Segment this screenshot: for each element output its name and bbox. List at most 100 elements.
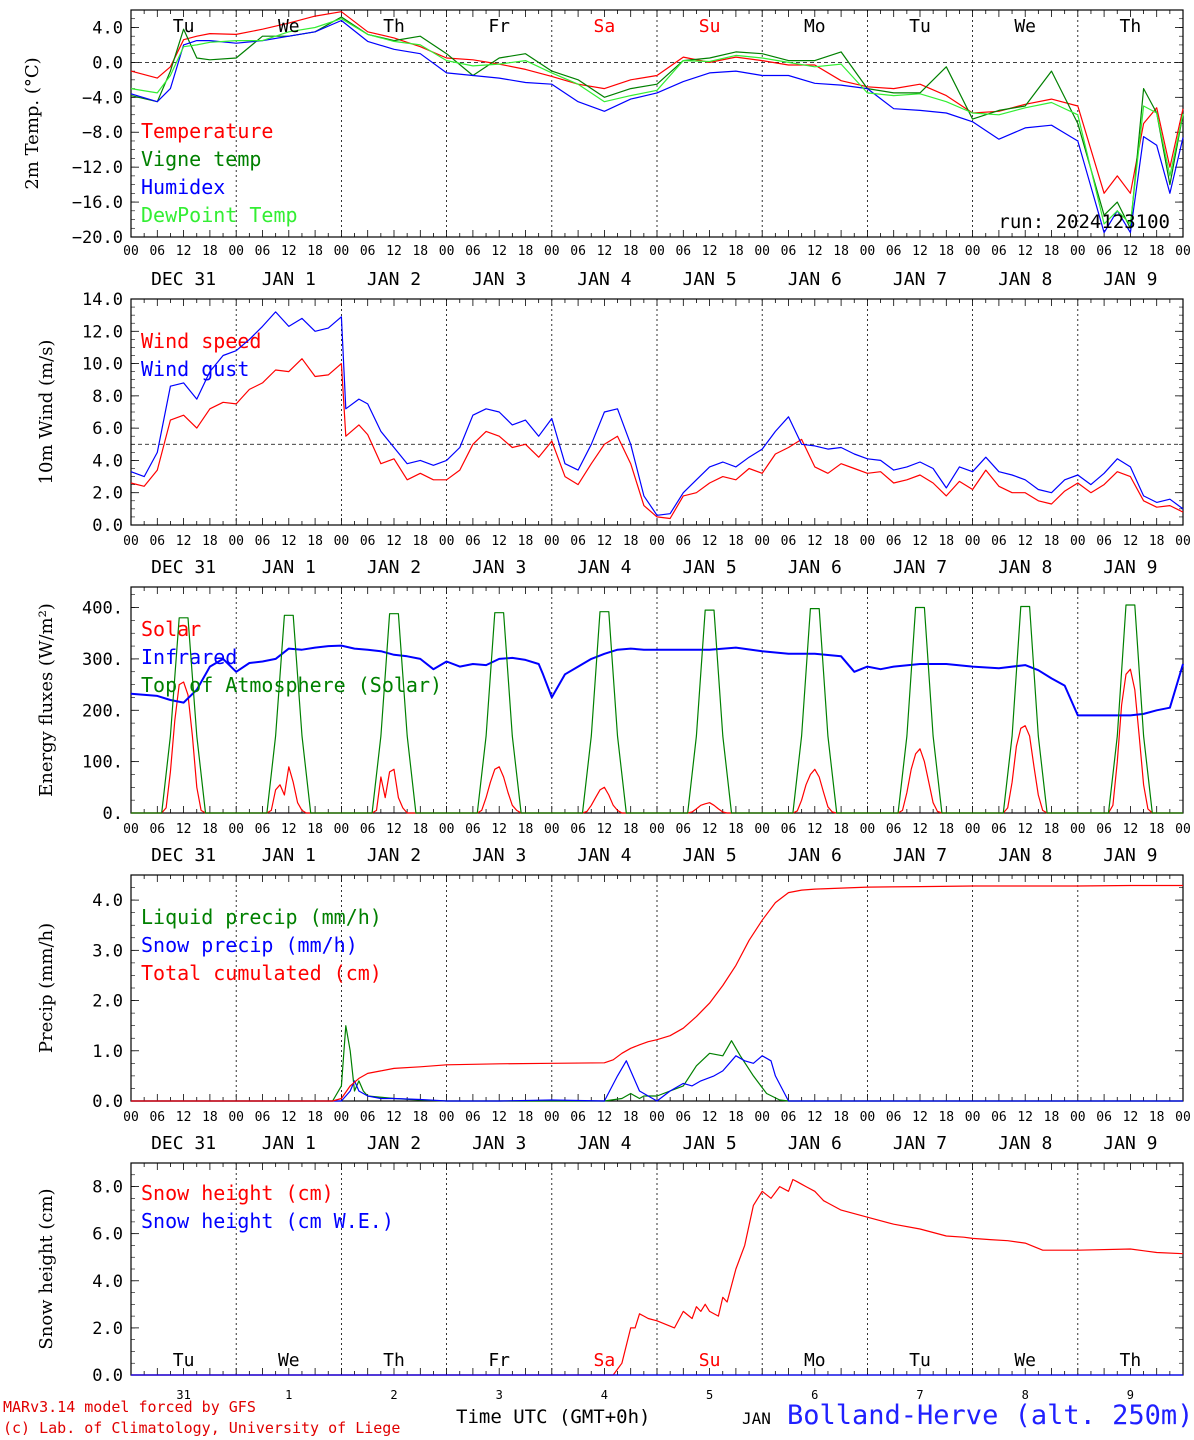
date-label: JAN 9 bbox=[1103, 557, 1157, 578]
weekday-label: Fr bbox=[488, 16, 510, 37]
hour-label: 06 bbox=[675, 244, 691, 259]
hour-label: 18 bbox=[412, 534, 428, 549]
legend-entry: Wind speed bbox=[141, 329, 261, 353]
panel-2: 14.0 12.0 10.0 8.0 6.0 4.0 2.0 0.0 10m Wind (m/s… bbox=[36, 290, 1191, 578]
hour-label: 12 bbox=[1017, 822, 1033, 837]
x-axis-title: Time UTC (GMT+0h) bbox=[456, 1406, 651, 1428]
date-label: JAN 1 bbox=[262, 269, 316, 290]
hour-label: 18 bbox=[518, 822, 534, 837]
station-label: Bolland-Herve (alt. 250m) bbox=[787, 1400, 1194, 1431]
weekday-label: We bbox=[278, 1350, 300, 1371]
hour-label: 06 bbox=[675, 822, 691, 837]
day-number-label: 1 bbox=[285, 1388, 292, 1402]
date-label: JAN 2 bbox=[367, 1133, 421, 1154]
hour-label: 00 bbox=[334, 822, 350, 837]
hour-label: 00 bbox=[1175, 1110, 1191, 1125]
hour-label: 12 bbox=[176, 1110, 192, 1125]
legend-entry: Wind gust bbox=[141, 357, 249, 381]
hour-label: 06 bbox=[255, 244, 271, 259]
hour-label: 18 bbox=[728, 822, 744, 837]
y-tick-label: 4.0 bbox=[92, 451, 123, 471]
hour-label: 00 bbox=[123, 822, 139, 837]
hour-label: 00 bbox=[649, 244, 665, 259]
y-tick-label: 0. bbox=[103, 804, 123, 824]
hour-label: 00 bbox=[439, 534, 455, 549]
date-label: DEC 31 bbox=[151, 269, 216, 290]
y-tick-label: 6.0 bbox=[92, 419, 123, 439]
date-label: JAN 4 bbox=[577, 557, 631, 578]
hour-label: 18 bbox=[518, 534, 534, 549]
hour-label: 18 bbox=[1149, 822, 1165, 837]
hour-label: 06 bbox=[360, 822, 376, 837]
hour-label: 18 bbox=[728, 1110, 744, 1125]
hour-label: 12 bbox=[386, 534, 402, 549]
hour-label: 06 bbox=[886, 534, 902, 549]
y-axis-title: Energy fluxes (W/m²) bbox=[36, 603, 57, 797]
weekday-label: Th bbox=[1120, 16, 1142, 37]
y-tick-label: 3.0 bbox=[92, 941, 123, 961]
plot-frame bbox=[130, 298, 1184, 526]
series-line-dewpoint-temp bbox=[130, 18, 1184, 225]
hour-label: 06 bbox=[149, 1110, 165, 1125]
hour-label: 00 bbox=[965, 822, 981, 837]
hour-label: 06 bbox=[570, 534, 586, 549]
y-tick-label: 0.0 bbox=[92, 53, 123, 73]
hour-label: 06 bbox=[570, 1110, 586, 1125]
y-tick-label: 2.0 bbox=[92, 484, 123, 504]
date-label: JAN 8 bbox=[998, 557, 1052, 578]
y-tick-label: 8.0 bbox=[92, 1178, 123, 1198]
day-number-label: 31 bbox=[176, 1388, 190, 1402]
date-label: JAN 1 bbox=[262, 845, 316, 866]
y-tick-label: 8.0 bbox=[92, 387, 123, 407]
hour-label: 12 bbox=[912, 244, 928, 259]
day-number-label: 4 bbox=[601, 1388, 608, 1402]
y-tick-label: 14.0 bbox=[82, 290, 123, 310]
date-label: JAN 8 bbox=[998, 1133, 1052, 1154]
date-label: JAN 6 bbox=[788, 269, 842, 290]
legend-entry: Temperature bbox=[141, 119, 273, 143]
y-tick-label: 100. bbox=[82, 753, 123, 773]
hour-label: 12 bbox=[702, 822, 718, 837]
date-label: JAN 8 bbox=[998, 269, 1052, 290]
hour-label: 00 bbox=[1175, 822, 1191, 837]
hour-label: 06 bbox=[886, 1110, 902, 1125]
run-annotation: run: 2024123100 bbox=[998, 211, 1170, 233]
hour-label: 18 bbox=[202, 822, 218, 837]
hour-label: 12 bbox=[281, 822, 297, 837]
date-label: JAN 7 bbox=[893, 269, 947, 290]
series-line-wind-speed bbox=[130, 358, 1184, 520]
hour-label: 06 bbox=[781, 1110, 797, 1125]
series-line-infrared bbox=[130, 644, 1184, 717]
hour-label: 18 bbox=[1149, 244, 1165, 259]
weekday-label: Tu bbox=[173, 16, 195, 37]
date-label: JAN 4 bbox=[577, 845, 631, 866]
hour-label: 00 bbox=[228, 244, 244, 259]
hour-label: 18 bbox=[307, 244, 323, 259]
hour-label: 00 bbox=[439, 1110, 455, 1125]
weekday-label: Th bbox=[383, 16, 405, 37]
hour-label: 12 bbox=[807, 244, 823, 259]
legend-entry: Infrared bbox=[141, 645, 237, 669]
legend-entry: Snow height (cm W.E.) bbox=[141, 1209, 394, 1233]
hour-label: 18 bbox=[518, 1110, 534, 1125]
hour-label: 18 bbox=[1149, 1110, 1165, 1125]
hour-label: 06 bbox=[465, 244, 481, 259]
hour-label: 00 bbox=[965, 244, 981, 259]
date-label: JAN 6 bbox=[788, 557, 842, 578]
date-label: JAN 2 bbox=[367, 557, 421, 578]
hour-label: 06 bbox=[991, 534, 1007, 549]
y-tick-label: −8.0 bbox=[82, 123, 123, 143]
hour-label: 06 bbox=[149, 822, 165, 837]
hour-label: 00 bbox=[860, 244, 876, 259]
weekday-label: Fr bbox=[488, 1350, 510, 1371]
y-axis-title: Precip (mm/h) bbox=[36, 923, 57, 1053]
legend-entry: Snow precip (mm/h) bbox=[141, 933, 358, 957]
weekday-label: Tu bbox=[909, 16, 931, 37]
hour-label: 18 bbox=[623, 534, 639, 549]
weekday-label: Su bbox=[699, 1350, 721, 1371]
hour-label: 12 bbox=[281, 534, 297, 549]
hour-label: 06 bbox=[781, 822, 797, 837]
hour-label: 12 bbox=[176, 822, 192, 837]
hour-label: 12 bbox=[912, 534, 928, 549]
y-tick-label: 4.0 bbox=[92, 1272, 123, 1292]
